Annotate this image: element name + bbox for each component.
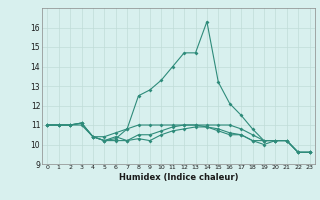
X-axis label: Humidex (Indice chaleur): Humidex (Indice chaleur) bbox=[119, 173, 238, 182]
